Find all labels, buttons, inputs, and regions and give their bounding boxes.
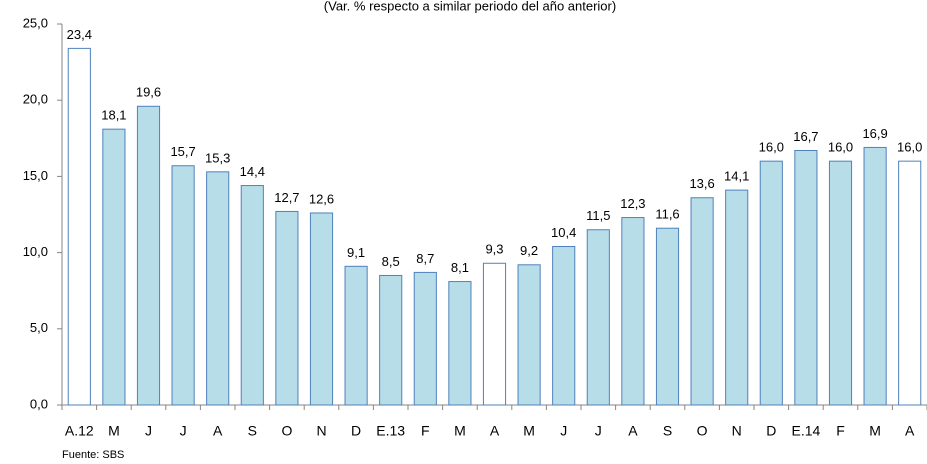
bar <box>482 262 507 406</box>
bar <box>725 189 749 406</box>
bar <box>621 217 645 406</box>
bar <box>413 271 437 406</box>
bar <box>102 128 126 406</box>
x-tick-label: J <box>180 423 187 439</box>
value-label: 16,0 <box>828 140 853 155</box>
y-tick-label: 0,0 <box>30 396 48 411</box>
x-tick-label: O <box>697 423 708 439</box>
value-label: 12,7 <box>274 190 299 205</box>
source-note: Fuente: SBS <box>62 449 124 461</box>
bar <box>759 160 783 406</box>
x-tick-label: E.13 <box>376 423 405 439</box>
x-tick-label: A <box>490 423 500 439</box>
bar <box>448 281 472 406</box>
bar <box>552 246 576 406</box>
x-tick-label: A <box>213 423 223 439</box>
value-label: 11,6 <box>655 207 679 222</box>
x-tick-label: N <box>732 423 742 439</box>
bar <box>863 146 887 406</box>
value-label: 9,3 <box>485 242 503 257</box>
value-label: 8,1 <box>451 260 469 275</box>
x-tick-label: S <box>248 423 257 439</box>
x-tick-label: M <box>108 423 120 439</box>
x-tick-label: A <box>628 423 638 439</box>
x-tick-label: E.14 <box>791 423 820 439</box>
value-label: 12,6 <box>309 191 334 206</box>
value-label: 16,7 <box>793 129 818 144</box>
x-tick-label: M <box>454 423 466 439</box>
bar <box>655 227 680 406</box>
value-label: 14,1 <box>724 169 749 184</box>
bar <box>275 210 299 406</box>
value-label: 16,0 <box>897 140 922 155</box>
x-tick-label: F <box>421 423 430 439</box>
x-tick-label: J <box>595 423 602 439</box>
bar <box>828 160 853 406</box>
value-label: 16,0 <box>759 140 784 155</box>
bar <box>344 265 368 406</box>
bar <box>690 197 714 406</box>
y-tick-label: 20,0 <box>23 92 48 107</box>
bar <box>794 149 818 406</box>
x-tick-label: J <box>145 423 152 439</box>
bar <box>898 160 922 406</box>
y-tick-label: 15,0 <box>23 168 48 183</box>
bar <box>379 274 403 406</box>
value-label: 13,6 <box>689 176 714 191</box>
value-label: 11,5 <box>586 208 610 223</box>
x-tick-label: A <box>905 423 915 439</box>
y-tick-label: 5,0 <box>30 320 48 335</box>
bar <box>240 185 264 406</box>
x-tick-label: N <box>316 423 326 439</box>
chart-title: (Var. % respecto a similar periodo del a… <box>324 0 616 13</box>
x-tick-label: M <box>523 423 535 439</box>
value-label: 8,5 <box>382 254 400 269</box>
value-label: 14,4 <box>240 164 265 179</box>
value-label: 12,3 <box>620 196 645 211</box>
y-tick-label: 10,0 <box>23 244 48 259</box>
bar <box>67 47 91 406</box>
x-tick-label: D <box>766 423 776 439</box>
value-label: 15,7 <box>170 144 195 159</box>
value-label: 9,1 <box>347 245 365 260</box>
bar <box>206 171 230 406</box>
value-label: 18,1 <box>101 108 126 123</box>
value-label: 15,3 <box>205 150 230 165</box>
x-tick-label: F <box>836 423 845 439</box>
x-tick-label: D <box>351 423 361 439</box>
value-label: 23,4 <box>67 27 92 42</box>
bar <box>517 264 541 406</box>
bar <box>309 212 334 406</box>
value-label: 16,9 <box>862 126 887 141</box>
bar <box>136 105 161 406</box>
value-label: 10,4 <box>551 225 576 240</box>
y-tick-label: 25,0 <box>23 15 48 30</box>
x-tick-label: A.12 <box>65 423 94 439</box>
bar <box>586 229 610 406</box>
x-tick-label: O <box>281 423 292 439</box>
value-label: 19,6 <box>136 85 161 100</box>
x-tick-label: J <box>560 423 567 439</box>
value-label: 9,2 <box>520 243 538 258</box>
value-label: 8,7 <box>416 251 434 266</box>
x-tick-label: S <box>663 423 672 439</box>
bar <box>171 165 195 406</box>
x-tick-label: M <box>869 423 881 439</box>
